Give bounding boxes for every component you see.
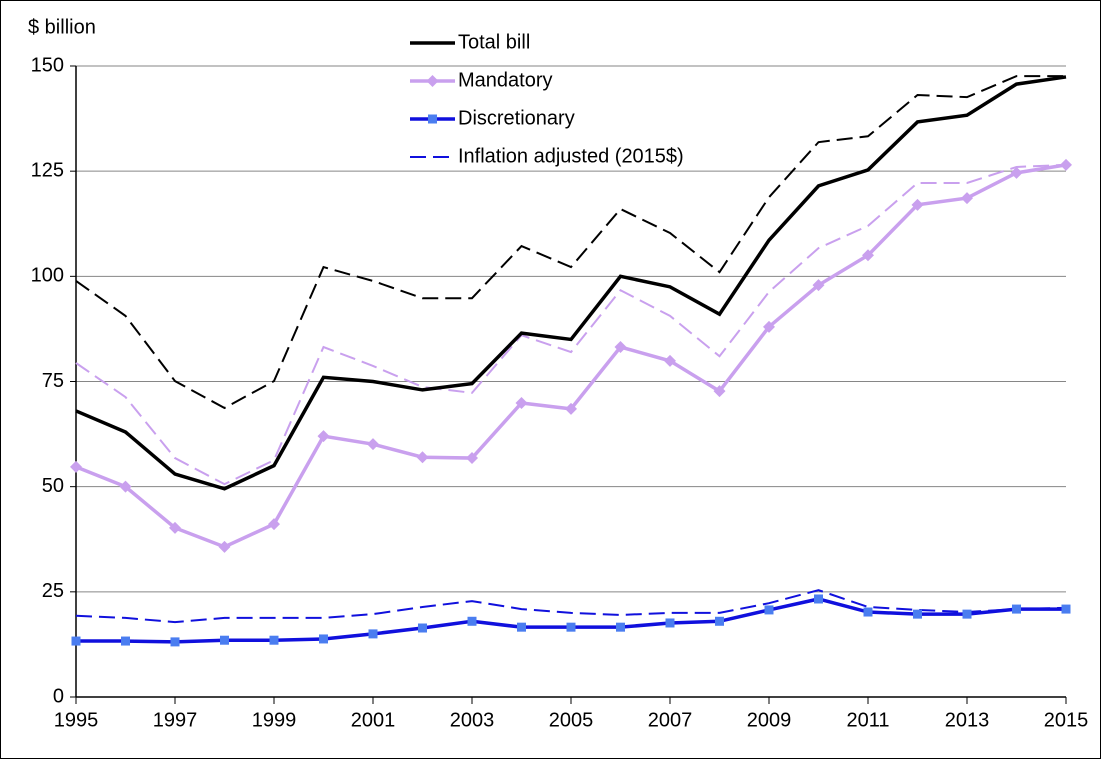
marker bbox=[814, 594, 823, 604]
marker bbox=[566, 622, 576, 632]
marker bbox=[220, 635, 229, 645]
marker bbox=[367, 438, 379, 451]
y-tick-label: 25 bbox=[42, 580, 64, 602]
marker bbox=[863, 607, 873, 617]
marker bbox=[218, 540, 231, 553]
marker bbox=[1012, 604, 1021, 614]
marker bbox=[467, 616, 477, 626]
y-tick-label: 75 bbox=[42, 370, 64, 392]
marker bbox=[1060, 158, 1072, 171]
marker bbox=[862, 249, 874, 262]
x-tick-label: 2009 bbox=[747, 709, 792, 731]
marker bbox=[614, 341, 627, 354]
legend-label: Total bill bbox=[458, 31, 530, 53]
marker bbox=[616, 622, 625, 632]
adjusted-line bbox=[75, 163, 1067, 486]
marker bbox=[319, 634, 328, 644]
marker bbox=[119, 480, 132, 493]
marker bbox=[764, 605, 774, 615]
legend-label: Mandatory bbox=[458, 69, 553, 91]
y-axis-label: $ billion bbox=[28, 16, 96, 38]
marker bbox=[418, 623, 427, 633]
marker bbox=[763, 320, 775, 333]
y-tick-label: 50 bbox=[42, 475, 64, 497]
marker bbox=[715, 616, 724, 626]
x-tick-label: 2001 bbox=[351, 709, 396, 731]
x-tick-label: 2003 bbox=[450, 709, 495, 731]
marker bbox=[515, 396, 528, 409]
x-tick-label: 2015 bbox=[1044, 709, 1089, 731]
marker bbox=[1061, 604, 1071, 614]
marker bbox=[665, 618, 675, 628]
marker bbox=[517, 622, 526, 632]
adjusted-line bbox=[75, 75, 1066, 410]
marker bbox=[169, 521, 181, 534]
marker bbox=[466, 452, 478, 465]
adjusted-line bbox=[75, 589, 1067, 624]
marker bbox=[368, 629, 378, 639]
y-tick-label: 100 bbox=[31, 265, 64, 287]
marker bbox=[416, 451, 429, 464]
series-line bbox=[75, 75, 1067, 491]
x-tick-label: 2011 bbox=[846, 709, 889, 731]
x-tick-label: 2013 bbox=[945, 709, 990, 731]
y-tick-label: 125 bbox=[31, 159, 64, 181]
x-tick-label: 2005 bbox=[549, 709, 594, 731]
legend-marker bbox=[428, 114, 437, 124]
marker bbox=[268, 518, 280, 531]
marker bbox=[70, 460, 82, 473]
marker bbox=[170, 637, 180, 647]
marker bbox=[1010, 166, 1023, 179]
marker bbox=[71, 636, 81, 646]
y-tick-label: 150 bbox=[31, 54, 64, 76]
x-tick-label: 1999 bbox=[252, 709, 297, 731]
marker bbox=[961, 192, 973, 205]
marker bbox=[269, 635, 279, 645]
marker bbox=[911, 198, 924, 211]
marker bbox=[664, 354, 676, 367]
x-tick-label: 2007 bbox=[648, 709, 693, 731]
legend-marker bbox=[426, 75, 439, 87]
x-tick-label: 1995 bbox=[54, 709, 99, 731]
marker bbox=[812, 279, 825, 292]
marker bbox=[565, 402, 577, 415]
x-tick-label: 1997 bbox=[153, 709, 198, 731]
marker bbox=[962, 609, 972, 619]
y-tick-label: 0 bbox=[53, 685, 64, 707]
marker bbox=[317, 430, 330, 443]
marker bbox=[121, 636, 130, 646]
marker bbox=[913, 609, 922, 619]
marker bbox=[713, 385, 726, 398]
legend-label: Inflation adjusted (2015$) bbox=[458, 145, 684, 167]
legend-label: Discretionary bbox=[458, 107, 575, 129]
